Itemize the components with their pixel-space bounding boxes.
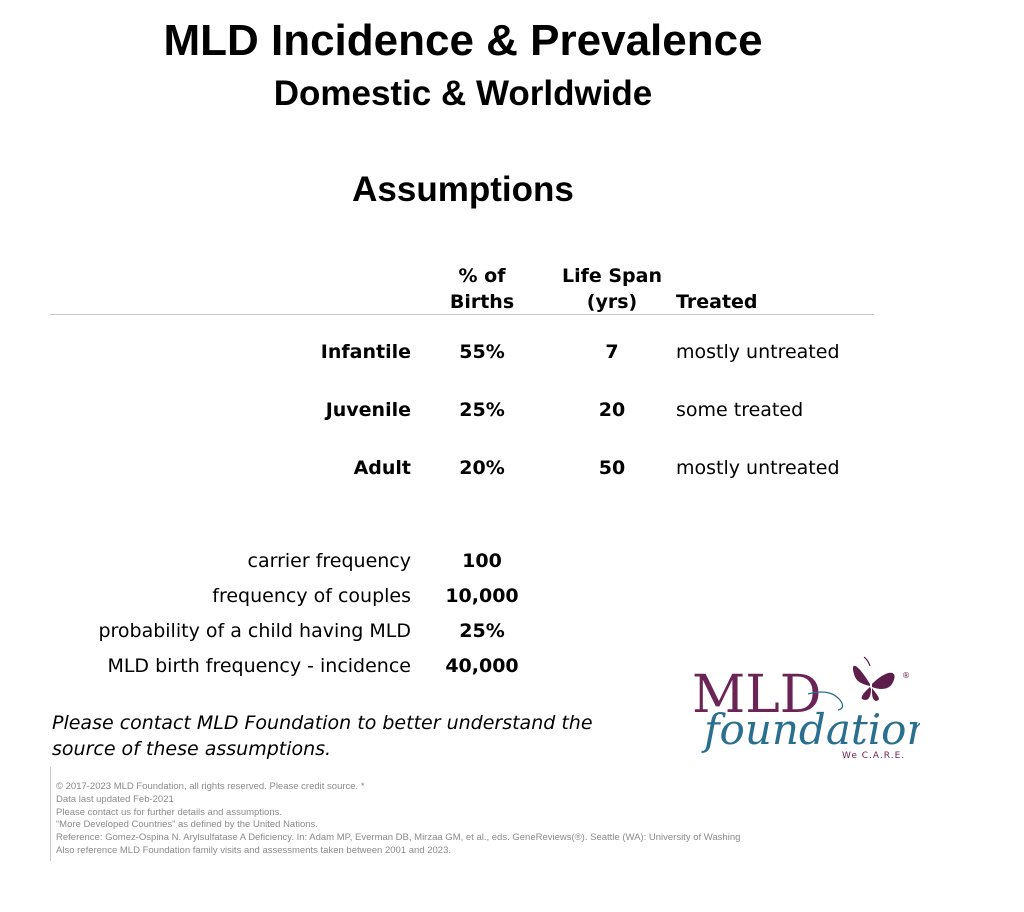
- logo-graphic: MLD ® foundation We C.A.R.E.: [692, 656, 934, 761]
- footnote: Reference: Gomez-Ospina N. Arylsulfatase…: [56, 832, 741, 844]
- page-subtitle: Domestic & Worldwide: [273, 74, 653, 113]
- page-title: MLD Incidence & Prevalence: [163, 16, 763, 65]
- header-percent-line2: Births: [449, 291, 515, 313]
- footnote: Data last updated Feb-2021: [56, 793, 174, 805]
- butterfly-icon: [852, 656, 895, 701]
- row-lifespan: 50: [598, 457, 626, 479]
- mld-foundation-logo: MLD ® foundation We C.A.R.E.: [690, 650, 934, 762]
- frequency-value: 100: [462, 550, 502, 572]
- logo-swirl: [807, 691, 844, 711]
- contact-note-line1: Please contact MLD Foundation to better …: [52, 712, 593, 734]
- header-divider: [50, 314, 874, 315]
- footnote: Please contact us for further details an…: [56, 806, 283, 818]
- header-percent: % of Births: [432, 263, 532, 315]
- header-treated: Treated: [676, 291, 758, 313]
- frequency-label: probability of a child having MLD: [98, 620, 411, 642]
- row-type: Adult: [353, 457, 411, 479]
- header-lifespan: Life Span (yrs): [548, 263, 676, 315]
- header-lifespan-line2: (yrs): [586, 291, 638, 313]
- row-treated: mostly untreated: [676, 341, 840, 363]
- row-percent: 55%: [459, 341, 505, 363]
- logo-mld-text: MLD: [692, 665, 821, 725]
- footnote: Also reference MLD Foundation family vis…: [56, 844, 452, 856]
- footnote: “More Developed Countries” as defined by…: [56, 819, 318, 831]
- row-treated: some treated: [676, 399, 804, 421]
- section-heading: Assumptions: [352, 170, 574, 209]
- footnote: © 2017-2023 MLD Foundation, all rights r…: [56, 781, 365, 792]
- frequency-label: carrier frequency: [247, 550, 412, 572]
- row-type: Juvenile: [325, 399, 411, 421]
- row-treated: mostly untreated: [676, 457, 840, 479]
- frequency-label: frequency of couples: [212, 585, 411, 607]
- row-lifespan: 7: [605, 341, 619, 363]
- row-type: Infantile: [320, 341, 411, 363]
- contact-note-line2: source of these assumptions.: [52, 738, 332, 760]
- row-percent: 25%: [459, 399, 505, 421]
- logo-foundation-text: foundation: [701, 705, 920, 754]
- contact-note: Please contact MLD Foundation to better …: [52, 710, 692, 762]
- header-percent-line1: % of: [458, 265, 506, 287]
- row-percent: 20%: [459, 457, 505, 479]
- frequency-value: 40,000: [445, 655, 519, 677]
- logo-tagline: We C.A.R.E.: [842, 751, 905, 761]
- frequency-value: 10,000: [445, 585, 519, 607]
- row-lifespan: 20: [598, 399, 626, 421]
- footnote-divider: [50, 767, 51, 861]
- header-lifespan-line1: Life Span: [561, 265, 663, 287]
- footnotes: © 2017-2023 MLD Foundation, all rights r…: [56, 781, 876, 858]
- frequency-label: MLD birth frequency - incidence: [107, 655, 411, 677]
- registered-mark: ®: [902, 671, 910, 680]
- frequency-value: 25%: [459, 620, 505, 642]
